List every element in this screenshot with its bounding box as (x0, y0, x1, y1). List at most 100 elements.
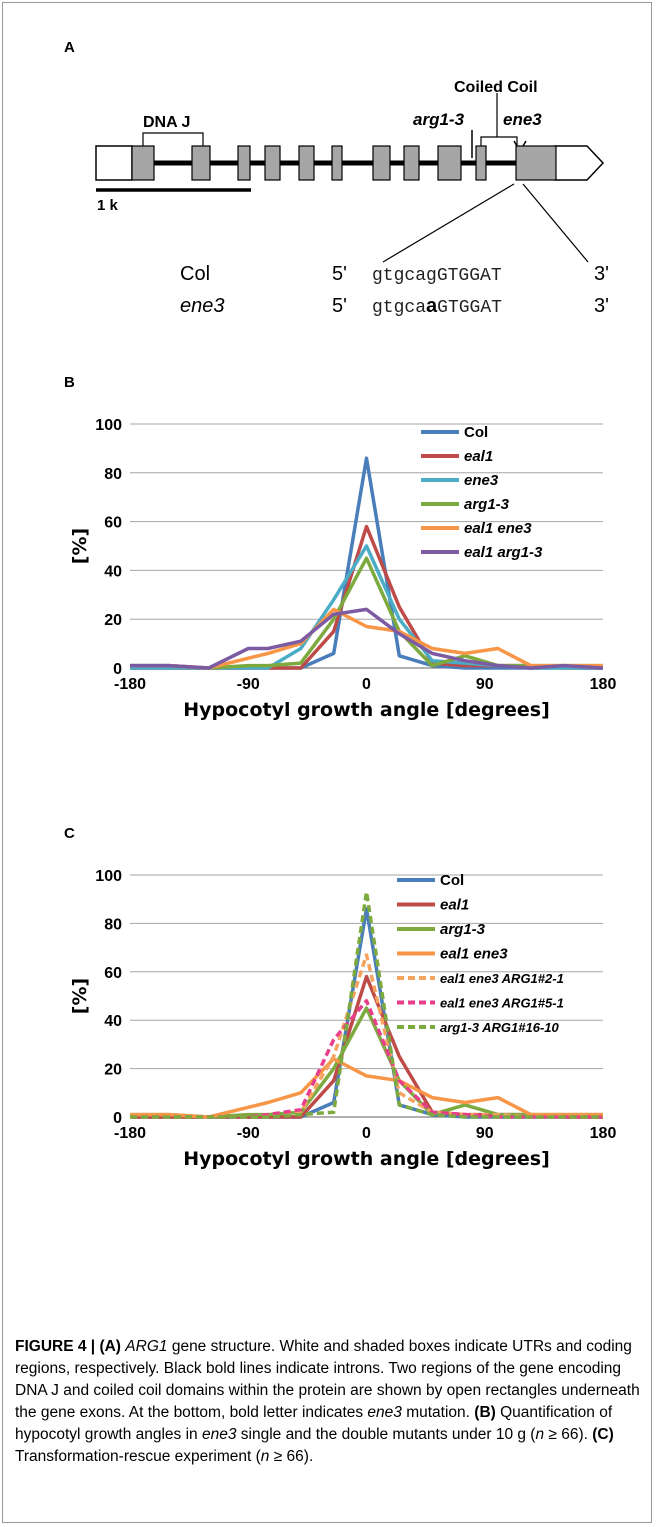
exon-box (515, 145, 557, 181)
y-tick-label: 20 (104, 1062, 122, 1079)
y-tick-label: 20 (104, 612, 122, 629)
legend-label: ene3 (464, 472, 499, 489)
x-tick-label: -180 (114, 1125, 146, 1142)
caption-segment: Transformation-rescue experiment ( (15, 1448, 261, 1465)
legend-label: eal1 ene3 ARG1#5-1 (440, 996, 564, 1011)
x-tick-label: 90 (476, 676, 494, 693)
exon-box (191, 145, 211, 181)
x-tick-label: 0 (362, 676, 371, 693)
seq-text: gtgcaaGTGGAT (372, 295, 502, 318)
caption-segment: Quantification of hypocotyl growth angle… (15, 1404, 613, 1443)
legend-label: eal1 ene3 ARG1#2-1 (440, 971, 564, 986)
series-line-eal1-ene3-arg1-5-1 (130, 999, 603, 1119)
panel-c-chart: C 0 20 40 60 80 100 -180 -90 0 90 180 Hypocotyl grow… (64, 825, 616, 1170)
caption-segment: (A) (99, 1338, 121, 1355)
legend-label: eal1 ene3 (440, 946, 508, 963)
x-tick-label: -90 (237, 676, 260, 693)
legend-label: eal1 arg1-3 (464, 544, 543, 561)
legend-label: arg1-3 ARG1#16-10 (440, 1020, 560, 1035)
x-tick-label: -180 (114, 676, 146, 693)
seq-5prime: 5' (332, 295, 347, 317)
panel-b-chart: B 0 20 40 60 80 100 -180 -90 0 90 180 Hypocotyl grow… (64, 374, 616, 721)
exon-box (131, 145, 155, 181)
caption-segment: (B) (474, 1404, 496, 1421)
x-tick-label: 0 (362, 1125, 371, 1142)
caption-segment: ≥ 66). (544, 1426, 593, 1443)
exon-box (237, 145, 251, 181)
y-tick-label: 80 (104, 916, 122, 933)
seq-5prime: 5' (332, 263, 347, 285)
ene3-label: ene3 (503, 110, 542, 129)
zoom-line-left (382, 183, 515, 263)
seq-text: gtgcagGTGGAT (372, 266, 502, 286)
y-tick-label: 0 (113, 661, 122, 678)
x-tick-label: -90 (237, 1125, 260, 1142)
legend-label: eal1 (464, 448, 493, 465)
legend-label: eal1 ene3 (464, 520, 532, 537)
utr-3-box (554, 145, 605, 181)
legend-label: eal1 (440, 897, 469, 914)
series-line-col (130, 456, 603, 670)
seq-lower: gtgca (372, 298, 426, 318)
x-tick-label: 90 (476, 1125, 494, 1142)
seq-strain-name: Col (180, 263, 210, 285)
y-tick-label: 80 (104, 466, 122, 483)
seq-upper: GTGGAT (437, 266, 502, 286)
seq-lower: gtgcag (372, 266, 437, 286)
exon-group (131, 145, 557, 181)
series-line-eal1-ene3 (130, 607, 603, 670)
panel-a-gene-structure: A DNA J Coiled Coil arg1-3 ene3 (64, 39, 609, 318)
figure-panels: A DNA J Coiled Coil arg1-3 ene3 (64, 39, 616, 1170)
caption-segment: (C) (592, 1426, 614, 1443)
scale-label: 1 k (97, 197, 119, 214)
series-line-eal1-arg1-3 (130, 607, 604, 670)
exon-box (403, 145, 420, 181)
caption-segment: n (260, 1448, 270, 1465)
caption-segment: ≥ 66). (269, 1448, 314, 1465)
series-line-arg1-3 (130, 556, 603, 670)
caption-body: (A) ARG1 gene structure. White and shade… (15, 1338, 640, 1465)
caption-segment: mutation. (401, 1404, 475, 1421)
dnaj-bracket (142, 132, 204, 146)
exon-box (298, 145, 315, 181)
caption-segment: single and the double mutants under 10 g… (236, 1426, 536, 1443)
seq-mutation: a (426, 295, 438, 317)
seq-3prime: 3' (594, 263, 609, 285)
y-tick-label: 60 (104, 515, 122, 532)
y-tick-label: 60 (104, 965, 122, 982)
series-line-arg1-3-arg1-16-10 (130, 890, 603, 1119)
x-axis-label: Hypocotyl growth angle [degrees] (183, 1148, 550, 1170)
x-tick-label: 180 (590, 676, 617, 693)
caption-segment: gene structure. White and shaded boxes i… (15, 1338, 640, 1421)
legend-label: arg1-3 (464, 496, 510, 513)
y-tick-label: 40 (104, 1013, 122, 1030)
panel-label: C (64, 825, 75, 842)
exon-box (475, 145, 487, 181)
panel-a-label: A (64, 39, 75, 56)
series-line-eal1-ene3 (130, 1057, 603, 1119)
caption-segment: n (535, 1426, 545, 1443)
exon-box (437, 145, 462, 181)
caption-figure-label: FIGURE 4 | (15, 1338, 96, 1355)
legend-label: Col (440, 872, 464, 889)
y-axis-label: [%] (69, 528, 91, 564)
y-tick-label: 0 (113, 1110, 122, 1127)
legend-label: Col (464, 424, 488, 441)
arg1-3-label: arg1-3 (413, 110, 465, 129)
y-tick-label: 40 (104, 563, 122, 580)
zoom-line-right (522, 183, 589, 263)
legend-label: arg1-3 (440, 921, 486, 938)
sequence-row-ene3: ene3 5' gtgcaaGTGGAT 3' (180, 295, 609, 318)
dnaj-label: DNA J (143, 114, 190, 131)
y-tick-label: 100 (95, 417, 122, 434)
series-line-col (130, 907, 603, 1119)
seq-upper: GTGGAT (437, 298, 502, 318)
y-tick-label: 100 (95, 868, 122, 885)
exon-box (331, 145, 343, 181)
figure-caption: FIGURE 4 | (A) ARG1 gene structure. Whit… (15, 1336, 640, 1468)
caption-segment: ene3 (201, 1426, 237, 1443)
coiled-coil-label: Coiled Coil (454, 79, 538, 96)
caption-segment: ene3 (367, 1404, 402, 1421)
exon-box (372, 145, 391, 181)
sequence-row-col: Col 5' gtgcagGTGGAT 3' (180, 263, 609, 286)
